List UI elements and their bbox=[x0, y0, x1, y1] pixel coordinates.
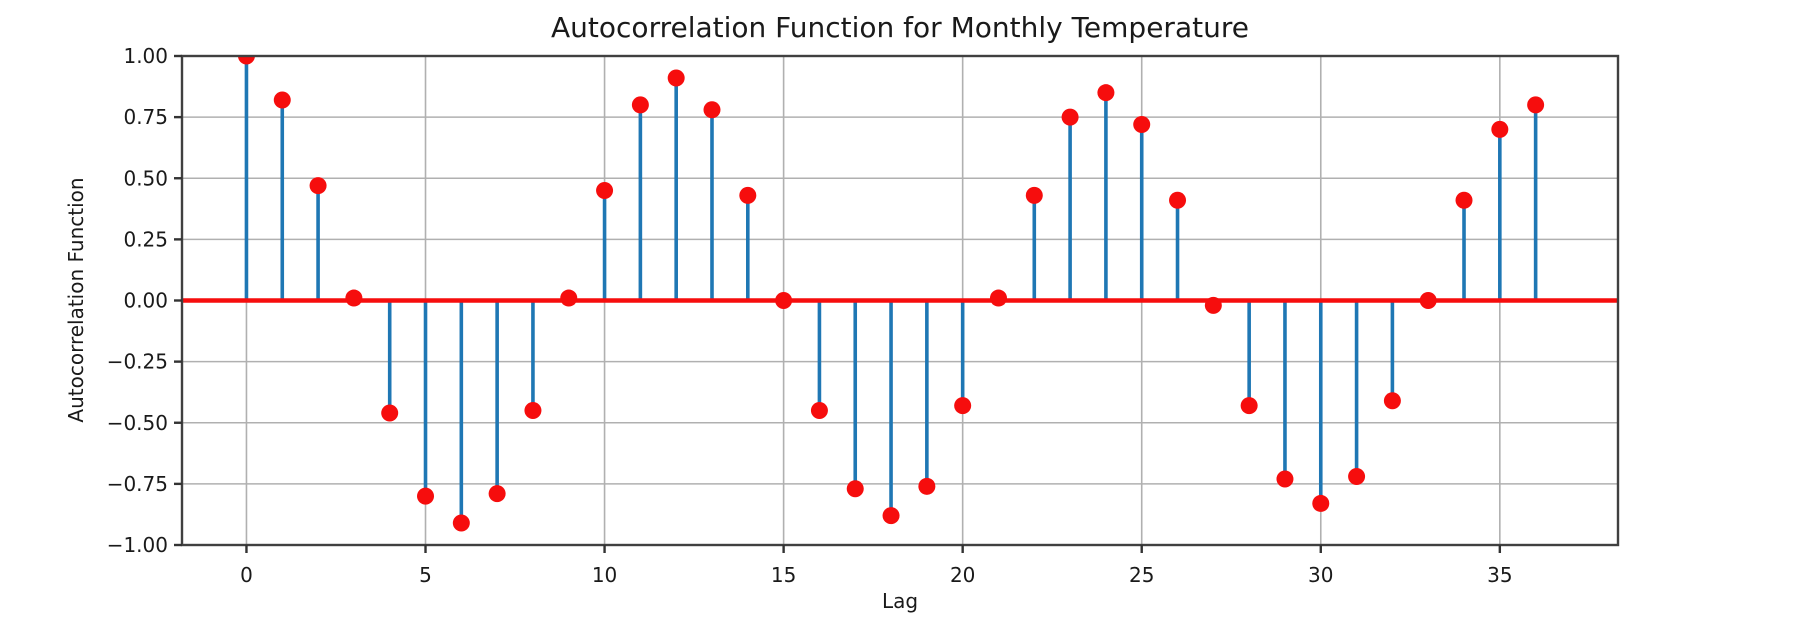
marker-lag-27 bbox=[1204, 296, 1222, 314]
marker-lag-7 bbox=[488, 485, 506, 503]
y-tick-label: −1.00 bbox=[107, 533, 168, 557]
marker-lag-23 bbox=[1061, 108, 1079, 126]
marker-lag-15 bbox=[775, 292, 793, 309]
marker-lag-11 bbox=[631, 96, 649, 114]
marker-lag-36 bbox=[1527, 96, 1545, 114]
marker-lag-21 bbox=[989, 289, 1007, 307]
x-axis-label: Lag bbox=[881, 589, 919, 613]
marker-lag-26 bbox=[1169, 191, 1187, 209]
y-tick-label: −0.75 bbox=[107, 472, 168, 496]
marker-lag-24 bbox=[1097, 84, 1115, 102]
marker-lag-4 bbox=[381, 404, 399, 422]
marker-lag-34 bbox=[1455, 191, 1473, 209]
marker-lag-17 bbox=[846, 480, 864, 498]
marker-lag-10 bbox=[596, 181, 614, 199]
marker-lag-20 bbox=[954, 397, 972, 415]
marker-lag-1 bbox=[273, 91, 291, 109]
x-tick-label: 25 bbox=[1129, 563, 1154, 587]
marker-lag-14 bbox=[739, 186, 757, 204]
marker-lag-22 bbox=[1025, 186, 1043, 204]
marker-lag-25 bbox=[1133, 115, 1151, 133]
marker-lag-33 bbox=[1419, 292, 1437, 309]
marker-lag-35 bbox=[1491, 120, 1509, 138]
marker-lag-13 bbox=[703, 101, 721, 119]
x-tick-label: 5 bbox=[419, 563, 432, 587]
x-tick-label: 20 bbox=[950, 563, 975, 587]
marker-lag-18 bbox=[882, 507, 900, 525]
marker-lag-30 bbox=[1312, 494, 1330, 512]
marker-lag-3 bbox=[345, 289, 363, 307]
x-tick-label: 35 bbox=[1487, 563, 1512, 587]
marker-lag-2 bbox=[309, 177, 327, 195]
x-tick-label: 30 bbox=[1308, 563, 1333, 587]
y-tick-label: −0.50 bbox=[107, 411, 168, 435]
marker-lag-16 bbox=[810, 402, 828, 420]
marker-lag-28 bbox=[1240, 397, 1258, 415]
marker-lag-5 bbox=[417, 487, 435, 505]
marker-lag-29 bbox=[1276, 470, 1294, 488]
marker-lag-12 bbox=[667, 69, 685, 87]
marker-lag-19 bbox=[918, 477, 936, 495]
y-tick-label: 0.00 bbox=[123, 289, 168, 313]
y-tick-label: 1.00 bbox=[123, 44, 168, 68]
marker-lag-32 bbox=[1383, 392, 1401, 410]
x-tick-label: 0 bbox=[240, 563, 253, 587]
y-tick-label: −0.25 bbox=[107, 350, 168, 374]
y-tick-label: 0.75 bbox=[123, 105, 168, 129]
marker-lag-6 bbox=[452, 514, 470, 532]
x-tick-label: 15 bbox=[771, 563, 796, 587]
x-tick-label: 10 bbox=[592, 563, 617, 587]
y-tick-label: 0.25 bbox=[123, 227, 168, 251]
chart-title: Autocorrelation Function for Monthly Tem… bbox=[551, 11, 1249, 44]
y-tick-label: 0.50 bbox=[123, 166, 168, 190]
marker-lag-8 bbox=[524, 402, 542, 420]
marker-lag-0 bbox=[237, 56, 255, 65]
marker-lag-9 bbox=[560, 289, 578, 307]
marker-lag-31 bbox=[1348, 468, 1366, 486]
